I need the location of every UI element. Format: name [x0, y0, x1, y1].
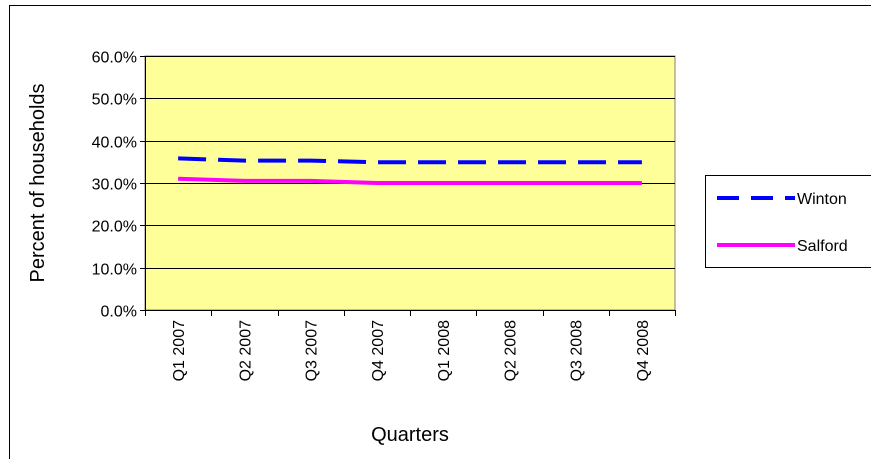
legend-label-salford: Salford — [797, 238, 848, 255]
y-tick-label: 20.0% — [92, 219, 137, 236]
x-tick-label: Q3 2007 — [304, 320, 321, 381]
x-axis-title: Quarters — [371, 424, 449, 446]
y-tick-label: 10.0% — [92, 262, 137, 279]
x-tick-label: Q4 2007 — [370, 320, 387, 381]
x-tick-label: Q3 2008 — [569, 320, 586, 381]
y-tick-label: 50.0% — [92, 92, 137, 109]
x-tick-label: Q1 2008 — [436, 320, 453, 381]
x-tick-label: Q1 2007 — [171, 320, 188, 381]
legend-label-winton: Winton — [797, 191, 847, 208]
x-tick-label: Q2 2007 — [237, 320, 254, 381]
y-tick-label: 60.0% — [92, 50, 137, 67]
x-tick-label: Q4 2008 — [635, 320, 652, 381]
legend: Winton Salford — [706, 176, 871, 268]
x-tick-label: Q2 2008 — [502, 320, 519, 381]
y-tick-label: 40.0% — [92, 135, 137, 152]
y-tick-label: 0.0% — [101, 304, 137, 321]
y-axis-title: Percent of households — [27, 83, 49, 282]
y-tick-label: 30.0% — [92, 177, 137, 194]
